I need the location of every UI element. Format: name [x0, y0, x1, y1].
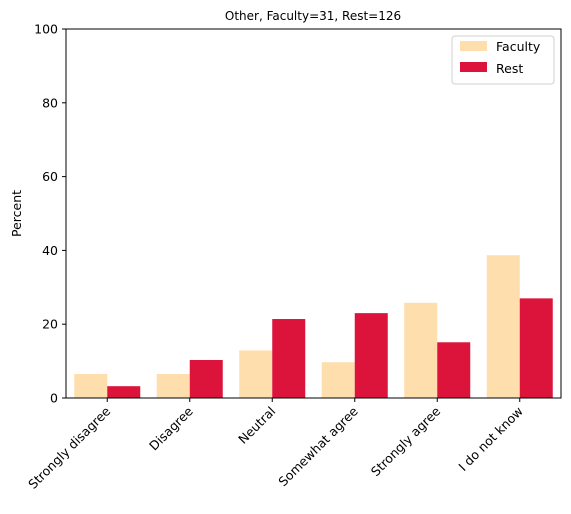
bar-rest-strongly-disagree — [107, 386, 141, 398]
x-tick-label-i-do-not-know: I do not know — [455, 404, 526, 475]
x-tick-label-strongly-agree: Strongly agree — [368, 403, 444, 479]
legend-label-rest: Rest — [496, 61, 523, 76]
legend-label-faculty: Faculty — [496, 39, 541, 54]
y-tick-label-80: 80 — [42, 95, 58, 110]
y-tick-label-100: 100 — [34, 22, 58, 37]
y-tick-label-60: 60 — [42, 169, 58, 184]
y-axis: 0 20 40 60 80 100 — [34, 22, 66, 406]
y-tick-label-0: 0 — [50, 391, 58, 406]
bar-rest-disagree — [189, 359, 223, 398]
bar-rest-somewhat-agree — [354, 313, 388, 398]
bar-faculty-strongly-agree — [404, 302, 438, 398]
bar-rest-neutral — [272, 319, 306, 398]
bar-faculty-neutral — [239, 350, 273, 398]
y-axis-label: Percent — [9, 190, 24, 237]
x-axis: Strongly disagree Disagree NeutralSomewhat… — [25, 398, 526, 492]
bar-faculty-disagree — [156, 374, 190, 398]
x-tick-label-somewhat-agree: Somewhat agree — [275, 403, 361, 489]
x-tick-label-strongly-disagree: Strongly disagree — [25, 403, 113, 491]
bar-rest-strongly-agree — [437, 342, 471, 398]
y-tick-label-20: 20 — [42, 317, 58, 332]
bar-rest-i-do-not-know — [519, 298, 553, 398]
chart-title: Other, Faculty=31, Rest=126 — [225, 9, 401, 23]
x-tick-label-disagree: Disagree — [146, 403, 196, 453]
legend: Faculty Rest — [451, 35, 555, 85]
x-tick-label-neutral: Neutral — [235, 404, 278, 447]
bar-faculty-somewhat-agree — [321, 362, 355, 398]
bar-faculty-strongly-disagree — [74, 374, 108, 398]
plot-frame — [65, 28, 562, 399]
bar-faculty-i-do-not-know — [486, 255, 520, 398]
bars-group — [74, 255, 553, 398]
y-tick-label-40: 40 — [42, 243, 58, 258]
legend-swatch-rest — [460, 62, 487, 72]
legend-swatch-faculty — [460, 41, 487, 51]
